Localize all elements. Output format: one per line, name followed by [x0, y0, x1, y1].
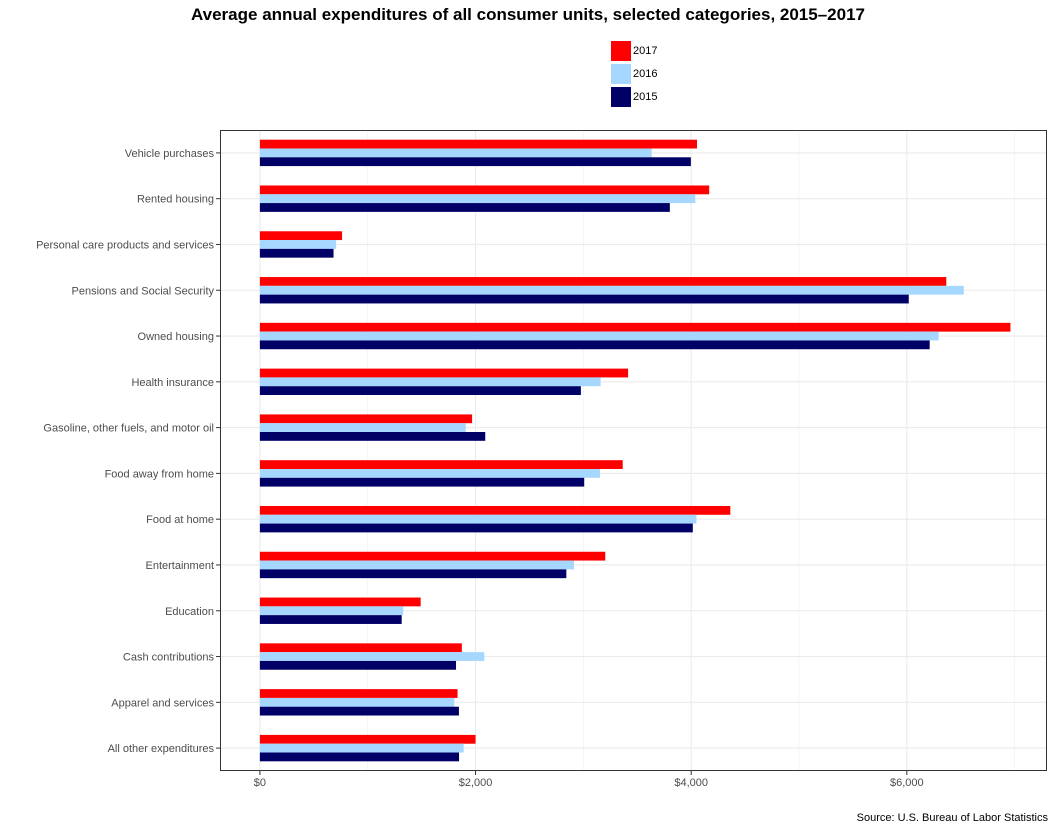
grid-lines — [220, 130, 1047, 771]
bar-2015 — [259, 203, 670, 212]
bar-2017 — [259, 689, 458, 698]
chart-legend: 2017 2016 2015 — [611, 39, 657, 108]
bar-2017 — [259, 597, 421, 607]
y-tick-label: Health insurance — [131, 377, 214, 389]
bar-2016 — [259, 560, 574, 570]
bar-2015 — [259, 706, 459, 716]
y-tick-label: Food at home — [146, 514, 214, 526]
source-note: Source: U.S. Bureau of Labor Statistics — [856, 812, 1048, 824]
legend-item-2017: 2017 — [611, 39, 657, 62]
bar-2015 — [259, 569, 567, 579]
bar-2015 — [259, 294, 909, 304]
bar-2015 — [259, 615, 402, 624]
bar-2015 — [259, 432, 486, 441]
x-tick-label: $4,000 — [674, 777, 708, 789]
bar-2017 — [259, 414, 473, 424]
bar-2017 — [259, 505, 731, 515]
bar-2015 — [259, 386, 581, 396]
y-tick-label: Education — [165, 606, 214, 618]
y-tick-label: Apparel and services — [111, 697, 214, 709]
bar-2016 — [259, 606, 404, 616]
bar-2016 — [259, 285, 964, 295]
y-tick-label: Personal care products and services — [36, 239, 214, 251]
y-tick-label: Food away from home — [105, 468, 214, 480]
x-tick-label: $6,000 — [890, 777, 924, 789]
bar-2016 — [259, 697, 455, 707]
x-axis: $0 $2,000 $4,000 $6,000 — [254, 771, 924, 789]
bar-2017 — [259, 231, 343, 241]
bar-2015 — [259, 752, 460, 762]
y-tick-label: Owned housing — [138, 331, 214, 343]
y-tick-label: All other expenditures — [108, 743, 215, 755]
bar-2016 — [259, 514, 697, 524]
legend-item-2016: 2016 — [611, 62, 657, 85]
bar-2017 — [259, 185, 710, 195]
bar-2017 — [259, 551, 606, 561]
bar-2015 — [259, 157, 691, 167]
legend-label: 2017 — [633, 44, 658, 57]
bar-2017 — [259, 460, 623, 469]
bar-2015 — [259, 477, 585, 487]
legend-swatch — [611, 40, 631, 61]
legend-item-2015: 2015 — [611, 85, 657, 108]
bars — [259, 139, 1011, 762]
bar-2016 — [259, 331, 939, 341]
y-tick-label: Cash contributions — [123, 652, 215, 664]
chart-title: Average annual expenditures of all consu… — [191, 5, 865, 24]
bar-2016 — [259, 652, 485, 661]
y-axis: Vehicle purchases Rented housing Personal … — [36, 148, 220, 755]
bar-2017 — [259, 139, 698, 149]
bar-2015 — [259, 660, 457, 670]
bar-2015 — [259, 340, 930, 350]
bar-2015 — [259, 248, 334, 258]
y-tick-label: Vehicle purchases — [125, 148, 215, 160]
legend-swatch — [611, 86, 631, 107]
bar-2017 — [259, 368, 629, 378]
bar-2016 — [259, 423, 466, 433]
legend-swatch — [611, 63, 631, 84]
bar-2017 — [259, 643, 462, 653]
legend-label: 2015 — [633, 90, 658, 103]
x-tick-label: $0 — [254, 777, 266, 789]
bar-2017 — [259, 277, 947, 286]
y-tick-label: Gasoline, other fuels, and motor oil — [43, 423, 214, 435]
legend-label: 2016 — [633, 67, 658, 80]
bar-2017 — [259, 322, 1011, 332]
bar-2015 — [259, 523, 693, 533]
bar-2016 — [259, 377, 601, 387]
bar-2016 — [259, 148, 652, 158]
bar-2016 — [259, 240, 337, 249]
bar-2016 — [259, 743, 464, 753]
bar-2017 — [259, 734, 476, 744]
y-tick-label: Rented housing — [137, 194, 214, 206]
x-tick-label: $2,000 — [459, 777, 493, 789]
y-tick-label: Pensions and Social Security — [72, 285, 215, 297]
plot-panel-border — [220, 130, 1047, 771]
bar-2016 — [259, 468, 600, 478]
bar-2016 — [259, 194, 696, 204]
y-tick-label: Entertainment — [146, 560, 214, 572]
